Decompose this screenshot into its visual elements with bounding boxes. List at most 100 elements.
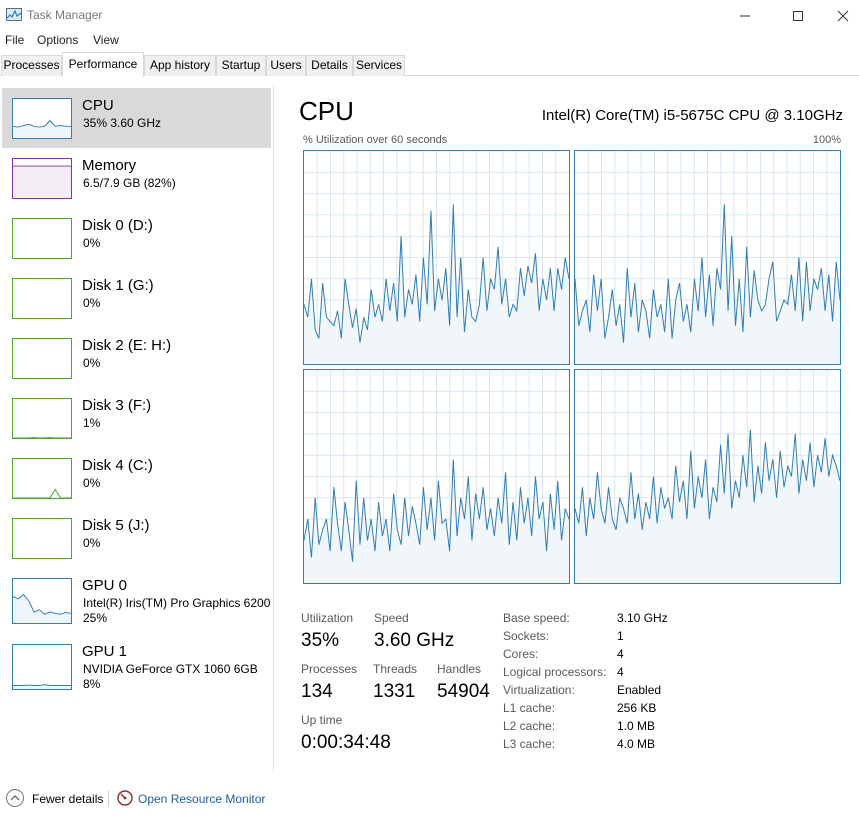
utilization-line <box>575 204 840 343</box>
virtualization-value: Enabled <box>617 683 662 697</box>
resource-value: 35% 3.60 GHz <box>83 116 162 130</box>
resource-disk-2[interactable]: Disk 2 (E: H:) 0% <box>2 328 271 388</box>
resource-monitor-icon[interactable] <box>117 790 133 806</box>
l3-cache-label: L3 cache: <box>503 737 556 751</box>
tab-bar: Processes Performance App history Startu… <box>0 52 859 77</box>
logical-processors-value: 4 <box>617 665 624 679</box>
window-title: Task Manager <box>27 8 103 22</box>
resource-name: Memory <box>82 157 137 174</box>
thumbnail-area <box>13 594 71 623</box>
cores-value: 4 <box>617 647 624 661</box>
resource-value: 6.5/7.9 GB (82%) <box>83 176 176 190</box>
task-manager-icon <box>6 8 22 21</box>
resource-value: Intel(R) Iris(TM) Pro Graphics 6200 <box>83 596 271 610</box>
resource-name: Disk 3 (F:) <box>82 397 152 414</box>
logical-processors-label: Logical processors: <box>503 665 607 679</box>
resource-disk-4[interactable]: Disk 4 (C:) 0% <box>2 448 271 508</box>
base-speed-label: Base speed: <box>503 611 570 625</box>
cpu-graph-grid[interactable] <box>303 150 841 584</box>
maximize-button[interactable] <box>775 0 821 30</box>
resource-name: GPU 0 <box>82 577 128 594</box>
cpu-thumbnail <box>12 98 72 139</box>
resource-value: 0% <box>83 356 101 370</box>
utilization-line <box>304 459 569 562</box>
disk-0-thumbnail <box>12 218 72 259</box>
utilization-area <box>575 429 840 583</box>
thumbnail-area <box>13 166 71 198</box>
cpu-model: Intel(R) Core(TM) i5-5675C CPU @ 3.10GHz <box>541 107 843 124</box>
disk-1-thumbnail <box>12 278 72 319</box>
sockets-label: Sockets: <box>503 629 550 643</box>
core-2-graph[interactable] <box>303 369 570 584</box>
l1-cache-value: 256 KB <box>617 701 657 715</box>
minimize-icon <box>740 15 750 17</box>
title-bar: Task Manager <box>0 0 859 30</box>
resource-value: 0% <box>83 296 101 310</box>
resource-name: GPU 1 <box>82 643 128 660</box>
menu-options[interactable]: Options <box>37 33 79 47</box>
speed-label: Speed <box>374 611 409 625</box>
utilization-area <box>304 459 569 583</box>
resource-name: Disk 1 (G:) <box>82 277 154 294</box>
footer-bar: Fewer details Open Resource Monitor <box>0 785 859 813</box>
base-speed-value: 3.10 GHz <box>617 611 668 625</box>
tab-startup[interactable]: Startup <box>216 55 266 76</box>
l3-cache-value: 4.0 MB <box>617 737 656 751</box>
resource-gpu-0[interactable]: GPU 0 Intel(R) Iris(TM) Pro Graphics 620… <box>2 568 271 632</box>
tab-users[interactable]: Users <box>266 55 306 76</box>
thumbnail-area <box>13 120 71 138</box>
speed-value: 3.60 GHz <box>374 630 455 651</box>
fewer-details-link[interactable]: Fewer details <box>32 792 104 806</box>
thumbnail-line <box>13 684 71 686</box>
core-3-graph[interactable] <box>574 369 841 584</box>
resource-value: 0% <box>83 236 101 250</box>
resource-percent: 8% <box>83 677 101 691</box>
resource-value: NVIDIA GeForce GTX 1060 6GB <box>83 662 258 676</box>
chevron-up-icon[interactable] <box>6 789 24 807</box>
processes-label: Processes <box>301 662 358 676</box>
core-0-graph[interactable] <box>303 150 570 365</box>
tab-processes[interactable]: Processes <box>1 55 62 76</box>
threads-label: Threads <box>373 662 418 676</box>
menu-view[interactable]: View <box>93 33 119 47</box>
cores-label: Cores: <box>503 647 539 661</box>
resource-list: CPU 35% 3.60 GHz Memory 6.5/7.9 GB (82%)… <box>0 86 274 772</box>
uptime-label: Up time <box>301 713 343 727</box>
tab-details[interactable]: Details <box>306 55 353 76</box>
resource-gpu-1[interactable]: GPU 1 NVIDIA GeForce GTX 1060 6GB 8% <box>2 634 271 698</box>
resource-percent: 25% <box>83 611 108 625</box>
graph-max-label: 100% <box>812 134 841 146</box>
gpu-1-thumbnail <box>12 644 72 690</box>
minimize-button[interactable] <box>722 0 768 30</box>
resource-name: CPU <box>82 97 114 114</box>
tab-services[interactable]: Services <box>353 55 405 76</box>
resource-value: 1% <box>83 416 101 430</box>
resource-disk-1[interactable]: Disk 1 (G:) 0% <box>2 268 271 328</box>
resource-cpu[interactable]: CPU 35% 3.60 GHz <box>2 88 271 148</box>
l2-cache-value: 1.0 MB <box>617 719 656 733</box>
resource-disk-3[interactable]: Disk 3 (F:) 1% <box>2 388 271 448</box>
resource-memory[interactable]: Memory 6.5/7.9 GB (82%) <box>2 148 271 208</box>
utilization-area <box>575 204 840 364</box>
virtualization-label: Virtualization: <box>503 683 575 697</box>
disk-3-thumbnail <box>12 398 72 439</box>
resource-value: 0% <box>83 476 101 490</box>
threads-value: 1331 <box>373 681 416 702</box>
resource-disk-0[interactable]: Disk 0 (D:) 0% <box>2 208 271 268</box>
thumbnail-line <box>13 488 71 498</box>
resource-name: Disk 2 (E: H:) <box>82 337 172 354</box>
tab-performance[interactable]: Performance <box>62 52 144 77</box>
open-resource-monitor-link[interactable]: Open Resource Monitor <box>138 792 266 806</box>
resource-disk-5[interactable]: Disk 5 (J:) 0% <box>2 508 271 568</box>
handles-label: Handles <box>437 662 482 676</box>
menu-file[interactable]: File <box>5 33 25 47</box>
tab-app-history[interactable]: App history <box>144 55 216 76</box>
l2-cache-label: L2 cache: <box>503 719 556 733</box>
utilization-area <box>304 204 569 364</box>
core-1-graph[interactable] <box>574 150 841 365</box>
sockets-value: 1 <box>617 629 624 643</box>
resource-value: 0% <box>83 536 101 550</box>
disk-5-thumbnail <box>12 518 72 559</box>
close-button[interactable] <box>820 0 859 30</box>
close-icon <box>837 10 849 22</box>
